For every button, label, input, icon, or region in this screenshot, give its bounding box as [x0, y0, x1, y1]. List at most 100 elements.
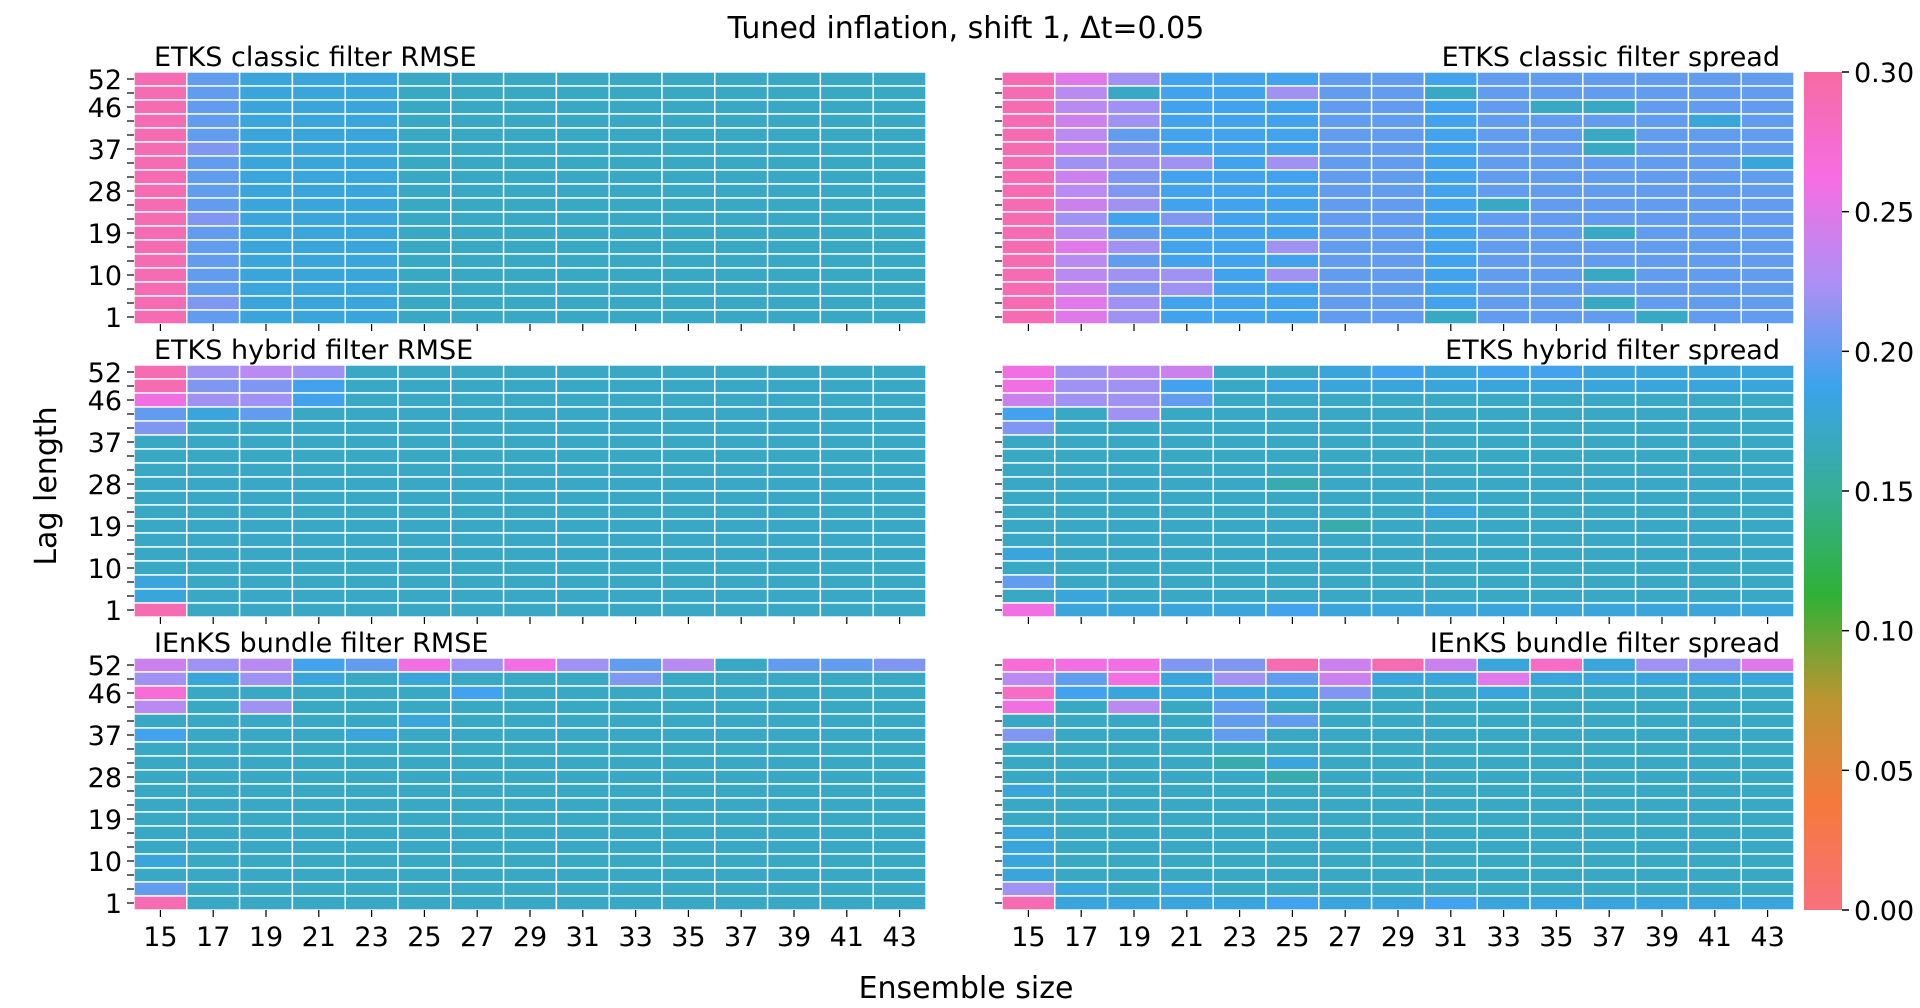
heatmap-cell	[555, 197, 610, 213]
heatmap-cell	[1318, 155, 1373, 171]
heatmap-cell	[1476, 588, 1531, 604]
heatmap-cell	[502, 713, 558, 729]
heatmap-cell	[1476, 895, 1531, 911]
heatmap-cell	[1529, 267, 1584, 283]
heatmap-cell	[1476, 518, 1531, 534]
heatmap-cell	[766, 211, 822, 227]
heatmap-cell	[1582, 532, 1637, 548]
heatmap-cell	[1159, 769, 1214, 785]
heatmap-cell	[397, 532, 452, 548]
heatmap-cell	[1582, 448, 1637, 464]
heatmap-cell	[1687, 532, 1742, 548]
heatmap-cell	[1582, 783, 1637, 799]
heatmap-cell	[766, 685, 822, 701]
heatmap-cell	[1423, 197, 1478, 213]
heatmap-cell	[1318, 378, 1373, 394]
heatmap-cell	[1634, 392, 1690, 408]
heatmap-cell	[1740, 448, 1795, 464]
heatmap-cell	[1212, 406, 1267, 422]
heatmap-cell	[819, 127, 874, 143]
heatmap-cell	[1370, 546, 1426, 562]
heatmap-cell	[1634, 71, 1690, 87]
heatmap-cell	[1529, 811, 1584, 827]
heatmap-cell	[238, 490, 294, 506]
heatmap-cell	[502, 504, 558, 520]
heatmap-cell	[344, 462, 399, 478]
heatmap-cell	[1054, 853, 1109, 869]
heatmap-cell	[344, 155, 399, 171]
heatmap-cell	[1687, 197, 1742, 213]
heatmap-cell	[502, 309, 558, 325]
heatmap-cell	[344, 99, 399, 115]
heatmap-cell	[291, 211, 346, 227]
heatmap-cell	[872, 574, 927, 590]
heatmap-cell	[1212, 895, 1267, 911]
heatmap-cell	[555, 532, 610, 548]
heatmap-cell	[186, 504, 241, 520]
heatmap-cell	[397, 127, 452, 143]
heatmap-cell	[133, 699, 188, 715]
heatmap-cell	[1529, 364, 1584, 380]
heatmap-cell	[1318, 881, 1373, 897]
heatmap-cell	[608, 141, 663, 157]
heatmap-cell	[1370, 839, 1426, 855]
heatmap-cell	[133, 253, 188, 269]
heatmap-cell	[1265, 685, 1320, 701]
heatmap-cell	[714, 839, 769, 855]
heatmap-cell	[766, 71, 822, 87]
heatmap-cell	[291, 364, 346, 380]
heatmap-cell	[1001, 183, 1056, 199]
heatmap-cell	[291, 155, 346, 171]
heatmap-cell	[714, 504, 769, 520]
heatmap-cell	[186, 532, 241, 548]
heatmap-cell	[1370, 309, 1426, 325]
heatmap-cell	[397, 225, 452, 241]
heatmap-cell	[186, 127, 241, 143]
heatmap-cell	[186, 141, 241, 157]
heatmap-cell	[397, 392, 452, 408]
heatmap-cell	[502, 490, 558, 506]
heatmap-cell	[1476, 462, 1531, 478]
colorbar-tick-label: 0.15	[1854, 477, 1914, 508]
heatmap-cell	[238, 532, 294, 548]
heatmap-cell	[291, 434, 346, 450]
heatmap-cell	[186, 253, 241, 269]
heatmap-cell	[397, 685, 452, 701]
heatmap-cell	[1687, 448, 1742, 464]
heatmap-cell	[555, 420, 610, 436]
heatmap-cell	[714, 378, 769, 394]
heatmap-cell	[555, 113, 610, 129]
heatmap-cell	[1212, 797, 1267, 813]
heatmap-cell	[1476, 434, 1531, 450]
heatmap-cell	[819, 211, 874, 227]
heatmap-cell	[1265, 588, 1320, 604]
heatmap-cell	[1054, 490, 1109, 506]
heatmap-cell	[1001, 713, 1056, 729]
heatmap-cell	[1370, 741, 1426, 757]
heatmap-cell	[1318, 727, 1373, 743]
heatmap-cell	[608, 699, 663, 715]
heatmap-cell	[397, 825, 452, 841]
heatmap-cell	[1265, 783, 1320, 799]
heatmap-cell	[1054, 127, 1109, 143]
colorbar-tick-label: 0.00	[1854, 896, 1914, 927]
heatmap-cell	[766, 504, 822, 520]
heatmap-cell	[872, 727, 927, 743]
heatmap-cell	[1212, 546, 1267, 562]
heatmap-cell	[766, 490, 822, 506]
heatmap-cell	[1476, 504, 1531, 520]
heatmap-cell	[344, 490, 399, 506]
heatmap-cell	[186, 853, 241, 869]
heatmap-cell	[1740, 113, 1795, 129]
heatmap-cell	[555, 574, 610, 590]
heatmap-cell	[1423, 783, 1478, 799]
heatmap-cell	[555, 546, 610, 562]
heatmap-cell	[1529, 657, 1584, 673]
heatmap-cell	[1159, 741, 1214, 757]
heatmap-cell	[1740, 825, 1795, 841]
heatmap-cell	[344, 434, 399, 450]
heatmap-cell	[1054, 462, 1109, 478]
heatmap-cell	[1687, 671, 1742, 687]
heatmap-cell	[1687, 797, 1742, 813]
heatmap-cell	[1265, 434, 1320, 450]
